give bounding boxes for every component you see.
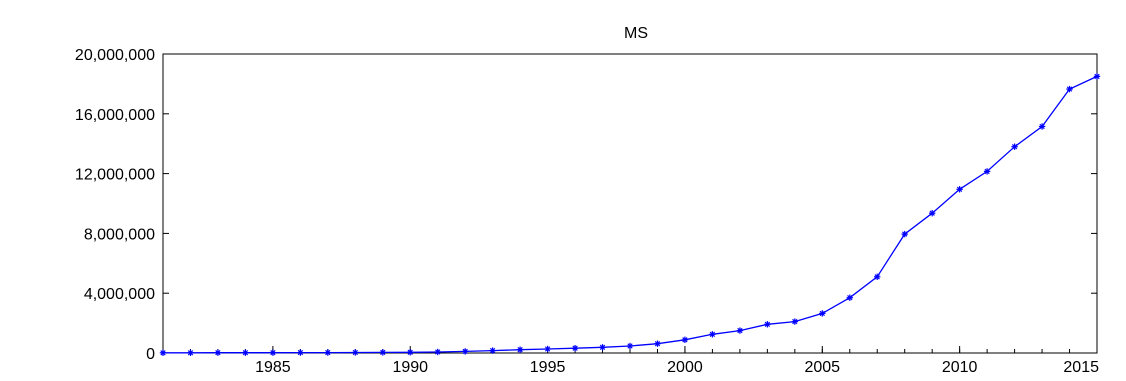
data-point-2001 [709, 331, 716, 338]
data-point-2006 [846, 294, 853, 301]
x-tick-label: 2000 [667, 359, 703, 376]
y-axis-ticks: 0 4,000,000 8,000,000 12,000,000 16,000,000 2… [75, 47, 1097, 363]
data-point-1988 [352, 349, 359, 356]
data-point-2000 [681, 336, 689, 343]
data-point-1999 [654, 340, 661, 347]
data-point-1989 [379, 349, 386, 356]
data-point-1990 [407, 349, 414, 356]
series-group [159, 73, 1101, 356]
plot-frame [162, 53, 1098, 354]
x-axis-ticks: 1985 1990 1995 2000 2005 2010 2015 [162, 346, 1099, 376]
data-point-1981 [159, 349, 167, 356]
data-point-2015 [1093, 73, 1101, 80]
axes [162, 53, 1098, 354]
series-line [163, 75, 1098, 354]
data-point-2011 [983, 168, 991, 175]
data-point-1985 [269, 349, 277, 356]
x-tick-label: 2005 [804, 359, 840, 376]
data-point-1994 [516, 346, 524, 353]
data-point-1982 [187, 349, 194, 356]
data-point-1987 [324, 349, 331, 356]
data-point-2003 [764, 321, 771, 328]
data-point-1991 [434, 348, 441, 356]
y-tick-label: 4,000,000 [84, 286, 155, 303]
x-tick-label: 2015 [1063, 359, 1099, 376]
y-tick-label: 8,000,000 [84, 226, 155, 243]
data-point-1996 [571, 345, 579, 352]
x-tick-label: 1995 [530, 359, 566, 376]
data-point-1984 [242, 349, 249, 356]
data-point-1995 [544, 345, 551, 353]
data-point-2014 [1066, 85, 1073, 93]
data-point-1997 [599, 344, 606, 351]
data-point-1992 [462, 348, 469, 355]
data-point-1998 [626, 342, 634, 350]
y-tick-label: 12,000,000 [75, 167, 155, 184]
data-point-2002 [736, 327, 744, 334]
data-point-1983 [214, 349, 222, 356]
x-tick-label: 2010 [942, 359, 978, 376]
chart-title: MS [624, 25, 648, 42]
data-point-1986 [297, 349, 304, 356]
y-tick-label: 20,000,000 [75, 47, 155, 64]
data-point-2009 [929, 209, 936, 217]
data-point-2010 [956, 186, 963, 193]
data-point-2007 [874, 273, 881, 280]
y-tick-label: 0 [146, 346, 155, 363]
data-point-1993 [489, 347, 496, 354]
data-point-2004 [791, 318, 798, 325]
x-tick-label: 1990 [392, 359, 428, 376]
data-point-2012 [1011, 143, 1018, 150]
y-tick-label: 16,000,000 [75, 107, 155, 124]
data-point-2013 [1038, 123, 1046, 130]
data-point-2008 [901, 230, 908, 238]
x-tick-label: 1985 [255, 359, 291, 376]
data-point-2005 [819, 310, 826, 317]
